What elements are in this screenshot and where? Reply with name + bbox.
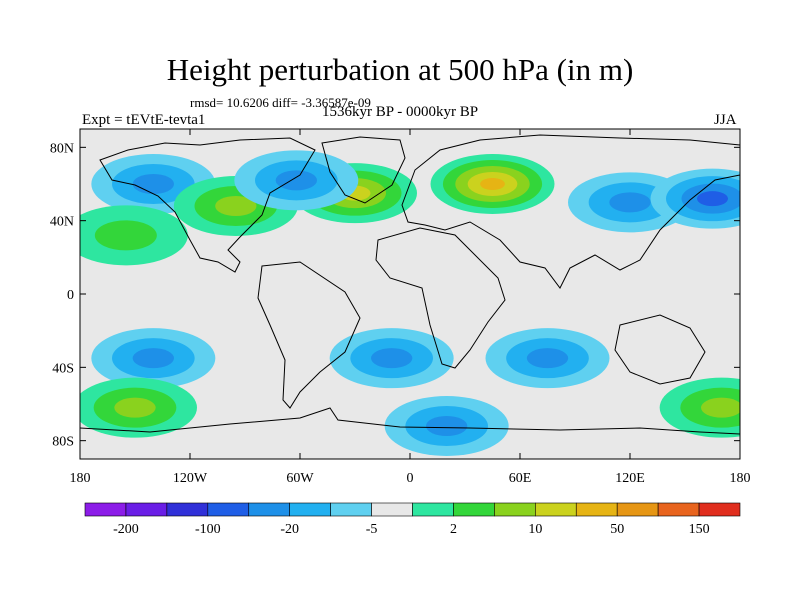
- coastline-eurasia: [401, 134, 740, 289]
- colorbar-label-4: 2: [450, 522, 457, 537]
- colorbar-swatch-6: [330, 502, 372, 517]
- stats-label: rmsd= 10.6206 diff= -3.36587e-09: [190, 95, 371, 110]
- y-tick-label-3: 40S: [52, 361, 74, 376]
- coastline-australia: [614, 314, 706, 385]
- x-tick-label-6: 180: [730, 471, 751, 486]
- field-band-3-3: [215, 196, 257, 216]
- field-band-9-3: [371, 348, 413, 369]
- field-band-7-2: [94, 220, 157, 251]
- x-tick-label-1: 120W: [173, 471, 208, 486]
- field-band-5-3: [609, 192, 651, 213]
- colorbar-swatch-9: [453, 502, 495, 517]
- colorbar-swatch-10: [494, 502, 536, 517]
- colorbar-swatch-13: [616, 502, 659, 517]
- colorbar: -200 -100 -20 -5 2 10 50 150: [84, 502, 741, 537]
- coastline-north-america: [99, 137, 316, 273]
- coastline-south-america: [257, 261, 361, 409]
- colorbar-swatch-11: [535, 502, 577, 517]
- coastline-greenland: [321, 136, 406, 204]
- colorbar-swatch-1: [125, 502, 168, 517]
- x-tick-label-2: 60W: [286, 471, 314, 486]
- field-band-12-3: [426, 416, 468, 436]
- coastline-antarctica: [80, 407, 740, 435]
- colorbar-label-7: 150: [689, 522, 710, 537]
- season-label: JJA: [714, 112, 737, 128]
- colorbar-label-2: -20: [280, 522, 299, 537]
- colorbar-label-0: -200: [113, 522, 139, 537]
- colorbar-swatch-3: [207, 502, 250, 517]
- field-band-11-3: [114, 397, 156, 418]
- colorbar-swatch-5: [289, 502, 331, 517]
- colorbar-swatch-12: [575, 502, 618, 517]
- coastlines: [80, 134, 740, 435]
- field-band-0-5: [480, 178, 505, 190]
- chart-title: Height perturbation at 500 hPa (in m): [166, 52, 634, 87]
- y-tick-label-1: 40N: [50, 215, 74, 230]
- field-band-4-3: [275, 170, 318, 191]
- colorbar-swatch-15: [698, 502, 741, 517]
- colorbar-label-3: -5: [366, 522, 378, 537]
- field-band-10-3: [526, 348, 569, 369]
- colorbar-swatch-8: [412, 502, 454, 517]
- colorbar-label-1: -100: [195, 522, 221, 537]
- field-band-13-3: [701, 397, 740, 418]
- y-tick-label-4: 80S: [52, 435, 74, 450]
- field-band-8-3: [132, 348, 174, 369]
- experiment-label: Expt = tEVtE-tevta1: [82, 112, 206, 128]
- y-tick-label-0: 80N: [50, 141, 74, 156]
- colorbar-label-6: 50: [610, 522, 624, 537]
- field-band-1-3: [132, 174, 174, 194]
- axes: 180 120W 60W 0 60E 120E 180 80N 40N 0 40S 80S: [50, 129, 751, 486]
- x-tick-label-0: 180: [70, 471, 91, 486]
- coastline-africa: [375, 227, 506, 369]
- x-tick-label-5: 120E: [615, 471, 645, 486]
- field-band-6-4: [697, 191, 728, 207]
- contour-field: [80, 129, 740, 459]
- colorbar-swatch-0: [84, 502, 127, 517]
- x-tick-label-3: 0: [407, 471, 414, 486]
- period-label: 1536kyr BP - 0000kyr BP: [322, 104, 479, 120]
- colorbar-swatch-14: [657, 502, 700, 517]
- y-tick-label-2: 0: [67, 288, 74, 303]
- colorbar-swatch-2: [166, 502, 209, 517]
- colorbar-label-5: 10: [528, 522, 542, 537]
- colorbar-swatch-7: [371, 502, 413, 517]
- colorbar-swatch-4: [248, 502, 290, 517]
- x-tick-label-4: 60E: [509, 471, 532, 486]
